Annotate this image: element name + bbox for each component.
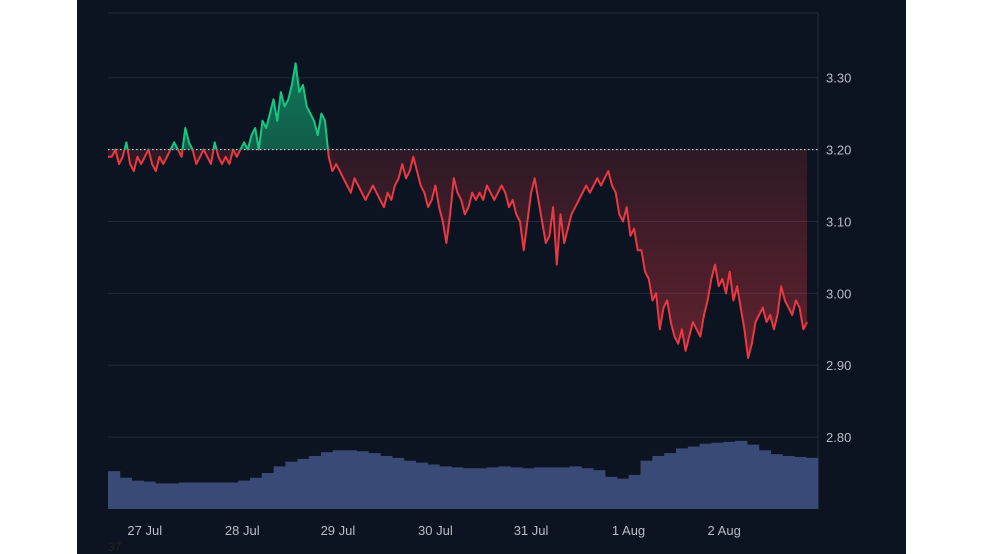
area-layer <box>108 63 807 358</box>
volume-bar <box>545 467 559 509</box>
x-tick-label: 31 Jul <box>514 523 549 538</box>
volume-layer <box>108 440 819 509</box>
y-axis-ticks: 2.80 2.90 3.00 3.10 3.20 3.30 <box>826 71 851 445</box>
volume-bar <box>356 451 369 509</box>
volume-bar <box>131 480 144 509</box>
volume-bar <box>214 482 227 509</box>
volume-bar <box>380 455 393 509</box>
volume-bar <box>261 473 275 509</box>
volume-bar <box>179 482 192 509</box>
volume-bar <box>474 468 488 509</box>
y-tick-label: 2.80 <box>826 430 851 445</box>
volume-bar <box>309 455 322 509</box>
x-tick-label: 30 Jul <box>418 523 453 538</box>
volume-bar <box>593 470 606 509</box>
volume-bar <box>368 453 381 509</box>
line-layer <box>108 62 808 359</box>
volume-bar <box>226 482 239 509</box>
volume-bar <box>250 477 263 509</box>
x-axis-ticks: 27 Jul 28 Jul 29 Jul 30 Jul 31 Jul 1 Aug 2 Aug <box>127 523 740 538</box>
area-above-baseline <box>124 63 328 150</box>
area-below-baseline <box>108 149 807 358</box>
y-tick-label: 2.90 <box>826 358 851 373</box>
volume-bar <box>439 466 452 509</box>
volume-bar <box>581 468 594 509</box>
volume-bar <box>155 483 168 509</box>
volume-bar <box>676 448 689 509</box>
volume-bar <box>498 466 511 509</box>
volume-bar <box>167 483 180 509</box>
volume-bar <box>510 467 523 509</box>
y-tick-label: 3.20 <box>826 143 851 158</box>
y-tick-label: 3.00 <box>826 286 851 301</box>
volume-bar <box>273 466 286 509</box>
volume-bar <box>652 455 665 509</box>
volume-bar <box>285 461 298 509</box>
volume-bar <box>403 460 417 509</box>
y-tick-label: 3.10 <box>826 214 851 229</box>
volume-bar <box>486 467 499 509</box>
volume-bar <box>711 442 724 509</box>
volume-bar <box>534 467 547 509</box>
volume-bar <box>427 464 440 509</box>
volume-bar <box>723 441 736 509</box>
volume-bar <box>143 481 156 509</box>
volume-bar <box>664 453 677 509</box>
volume-bar <box>616 478 630 509</box>
price-chart: 2.80 2.90 3.00 3.10 3.20 3.30 27 Jul 28 Jul 29 … <box>108 12 851 538</box>
volume-bar <box>321 452 334 509</box>
volume-bar <box>687 446 701 509</box>
chart-panel: 2.80 2.90 3.00 3.10 3.20 3.30 27 Jul 28 Jul 29 … <box>77 0 906 554</box>
x-tick-label: 27 Jul <box>127 523 162 538</box>
grid-layer <box>108 12 819 509</box>
x-tick-label: 2 Aug <box>708 523 741 538</box>
volume-bar <box>392 457 405 509</box>
volume-bar <box>238 480 251 509</box>
x-tick-label: 28 Jul <box>225 523 260 538</box>
volume-bar <box>297 458 310 509</box>
volume-bar <box>735 440 748 509</box>
volume-bar <box>699 443 712 509</box>
volume-bar <box>806 457 819 509</box>
volume-bar <box>190 482 204 509</box>
volume-bar <box>119 477 133 509</box>
volume-bar <box>463 468 476 509</box>
volume-bar <box>332 450 346 509</box>
volume-bar <box>451 467 464 509</box>
volume-bar <box>747 444 760 509</box>
volume-bar <box>415 462 428 509</box>
volume-bar <box>569 466 582 509</box>
x-tick-label: 29 Jul <box>321 523 356 538</box>
volume-bar <box>628 474 641 509</box>
volume-bar <box>108 471 121 509</box>
volume-bar <box>522 468 535 509</box>
volume-bar <box>782 455 795 509</box>
footnote-text: 37 <box>108 540 122 554</box>
volume-bar <box>770 454 783 509</box>
volume-bar <box>202 482 215 509</box>
volume-bar <box>605 476 618 509</box>
volume-bar <box>344 450 357 509</box>
volume-bar <box>557 467 570 509</box>
volume-bar <box>794 456 807 509</box>
volume-bar <box>758 450 772 509</box>
x-tick-label: 1 Aug <box>612 523 645 538</box>
y-tick-label: 3.30 <box>826 71 851 86</box>
price-line-below <box>108 149 808 359</box>
volume-bar <box>640 460 653 509</box>
